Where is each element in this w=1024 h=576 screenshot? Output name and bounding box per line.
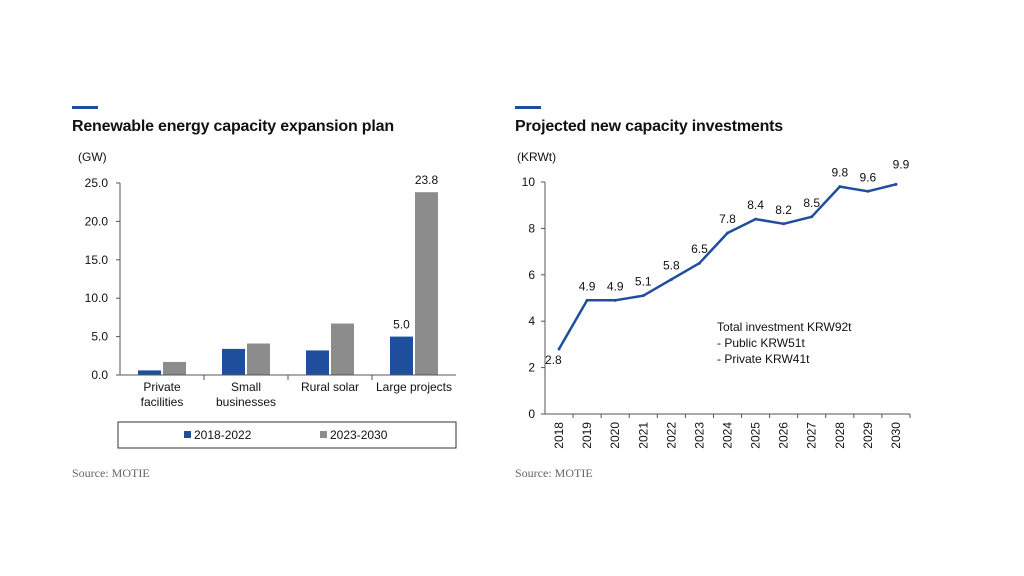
y-unit-label: (GW) <box>78 150 107 164</box>
legend: 2018-2022 2023-2030 <box>117 421 457 449</box>
bar-2023-2030 <box>331 323 354 375</box>
y-unit-label: (KRWt) <box>517 150 556 164</box>
data-label: 9.8 <box>831 166 848 180</box>
annotation-box: Total investment KRW92t - Public KRW51t - … <box>717 320 852 366</box>
legend-label: 2018-2022 <box>194 428 252 442</box>
data-point <box>697 261 701 265</box>
data-point <box>613 298 617 302</box>
bar-2018-2022 <box>390 336 413 375</box>
x-tick-label: 2024 <box>721 422 735 449</box>
bar-chart: (GW) 0.0 5.0 10.0 15.0 20.0 25.0 Private facilit… <box>78 150 457 449</box>
y-tick-label: 6 <box>528 268 535 282</box>
x-tick-label: 2029 <box>861 422 875 449</box>
x-tick-label: 2026 <box>777 422 791 449</box>
chart-title: Renewable energy capacity expansion plan <box>72 118 394 135</box>
line-chart: (KRWt) 0 2 4 6 8 10 2018 2019 2020 2021 2022 2023 202… <box>517 150 911 449</box>
investment-chart-panel: Projected new capacity investments (KRWt… <box>515 100 935 500</box>
data-label: 7.8 <box>719 212 736 226</box>
legend-label: 2023-2030 <box>330 428 388 442</box>
y-tick-label: 15.0 <box>85 253 109 267</box>
data-label: 5.8 <box>663 258 680 272</box>
data-point <box>726 231 729 235</box>
annotation-line: Total investment KRW92t <box>717 320 852 334</box>
x-category-label: Small businesses <box>216 380 276 409</box>
x-category-label-line: Large projects <box>376 380 452 394</box>
data-point <box>557 347 561 351</box>
y-tick-label: 2 <box>528 361 535 375</box>
legend-swatch <box>320 431 327 438</box>
x-tick-label: 2028 <box>833 422 847 449</box>
title-accent-bar <box>72 106 98 109</box>
y-tick-label: 10.0 <box>85 291 109 305</box>
data-label: 8.5 <box>803 196 820 210</box>
x-tick-label: 2022 <box>664 422 678 449</box>
x-category-label-line: Small <box>231 380 261 394</box>
x-category-label: Large projects <box>376 380 452 394</box>
legend-box <box>117 421 457 449</box>
data-point <box>782 222 786 226</box>
bar-2018-2022 <box>138 370 161 375</box>
data-label: 2.8 <box>545 353 562 367</box>
annotation-line: - Public KRW51t <box>717 336 805 350</box>
data-point <box>894 182 898 186</box>
x-category-label: Rural solar <box>301 380 359 394</box>
bar-2023-2030 <box>415 192 438 375</box>
y-tick-label: 0 <box>528 407 535 421</box>
bar-2023-2030 <box>163 361 186 375</box>
data-label: 6.5 <box>691 242 708 256</box>
chart-title: Projected new capacity investments <box>515 118 783 135</box>
y-tick-label: 5.0 <box>91 330 108 344</box>
capacity-chart-panel: Renewable energy capacity expansion plan… <box>72 100 492 500</box>
y-tick-label: 0.0 <box>91 368 108 382</box>
x-tick-label: 2027 <box>805 422 819 449</box>
y-tick-label: 25.0 <box>85 176 109 190</box>
data-label: 8.2 <box>775 203 792 217</box>
data-label: 5.1 <box>635 275 652 289</box>
x-tick-label: 2030 <box>889 422 903 449</box>
chart-source: Source: MOTIE <box>515 466 593 480</box>
data-label: 9.6 <box>860 170 877 184</box>
chart-source: Source: MOTIE <box>72 466 150 480</box>
bar-2018-2022 <box>306 350 329 375</box>
legend-swatch <box>184 431 191 438</box>
data-label: 5.0 <box>393 318 410 332</box>
y-tick-label: 10 <box>522 175 536 189</box>
y-tick-label: 4 <box>528 314 535 328</box>
x-category-label-line: Rural solar <box>301 380 359 394</box>
data-label: 8.4 <box>747 198 764 212</box>
data-point <box>641 294 645 298</box>
x-tick-label: 2021 <box>636 422 650 449</box>
y-tick-label: 20.0 <box>85 214 109 228</box>
data-point <box>585 298 589 302</box>
data-point <box>810 215 814 219</box>
annotation-line: - Private KRW41t <box>717 352 810 366</box>
x-tick-label: 2019 <box>580 422 594 449</box>
x-tick-label: 2023 <box>692 422 706 449</box>
data-label: 9.9 <box>893 157 910 171</box>
title-accent-bar <box>515 106 541 109</box>
data-label: 23.8 <box>415 173 439 187</box>
data-label: 4.9 <box>607 279 624 293</box>
data-label: 4.9 <box>579 279 596 293</box>
data-point <box>754 217 758 221</box>
x-tick-label: 2025 <box>749 422 763 449</box>
x-tick-label: 2018 <box>552 422 566 449</box>
data-point <box>669 277 673 281</box>
data-point <box>866 189 870 193</box>
x-category-label-line: Private <box>143 380 181 394</box>
x-category-label: Private facilities <box>141 380 184 409</box>
bar-2023-2030 <box>247 343 270 375</box>
y-tick-label: 8 <box>528 221 535 235</box>
x-tick-label: 2020 <box>608 422 622 449</box>
bar-2018-2022 <box>222 348 245 375</box>
x-category-label-line: businesses <box>216 395 276 409</box>
data-point <box>838 185 842 189</box>
x-category-label-line: facilities <box>141 395 184 409</box>
